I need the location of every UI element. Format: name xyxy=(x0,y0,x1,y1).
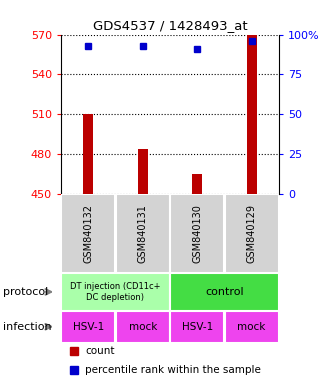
Text: percentile rank within the sample: percentile rank within the sample xyxy=(85,365,261,375)
Bar xyxy=(170,311,224,343)
Text: DT injection (CD11c+
DC depletion): DT injection (CD11c+ DC depletion) xyxy=(70,282,161,301)
Text: count: count xyxy=(85,346,115,356)
Bar xyxy=(115,311,170,343)
Title: GDS4537 / 1428493_at: GDS4537 / 1428493_at xyxy=(93,19,247,32)
Text: mock: mock xyxy=(238,322,266,332)
Bar xyxy=(61,273,170,311)
Text: GSM840129: GSM840129 xyxy=(247,204,257,263)
Bar xyxy=(115,194,170,273)
Text: HSV-1: HSV-1 xyxy=(182,322,213,332)
Text: GSM840132: GSM840132 xyxy=(83,204,93,263)
Bar xyxy=(61,194,116,273)
Text: control: control xyxy=(205,287,244,297)
Bar xyxy=(170,273,279,311)
Text: GSM840130: GSM840130 xyxy=(192,204,202,263)
Text: HSV-1: HSV-1 xyxy=(73,322,104,332)
Bar xyxy=(61,311,116,343)
Bar xyxy=(224,194,279,273)
Text: infection: infection xyxy=(3,322,52,332)
Text: protocol: protocol xyxy=(3,287,49,297)
Text: GSM840131: GSM840131 xyxy=(138,204,148,263)
Bar xyxy=(224,311,279,343)
Bar xyxy=(192,174,202,194)
Bar xyxy=(170,194,224,273)
Bar xyxy=(83,114,93,194)
Bar xyxy=(138,149,148,194)
Text: mock: mock xyxy=(129,322,157,332)
Bar xyxy=(247,35,256,194)
